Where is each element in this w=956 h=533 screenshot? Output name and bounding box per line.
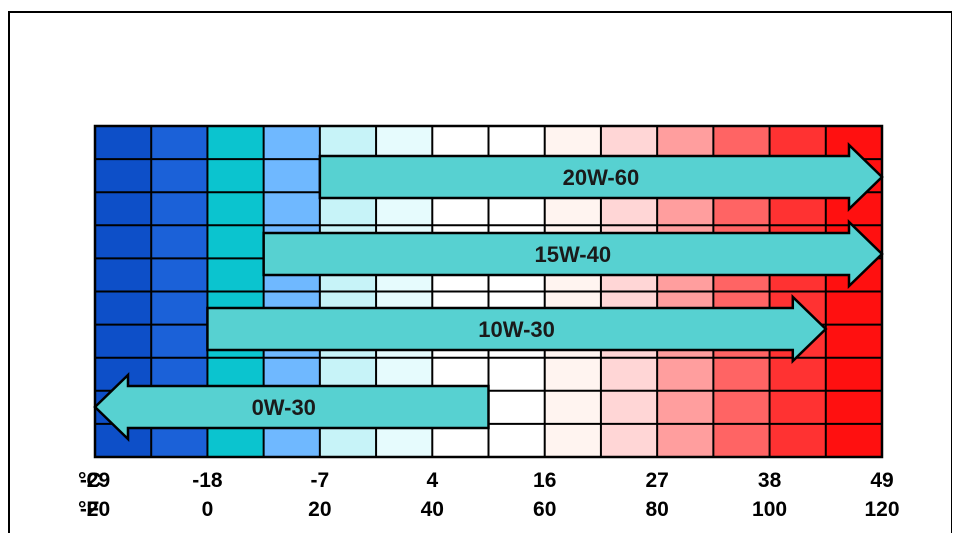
arrow-label: 15W-40 xyxy=(535,242,612,267)
arrow-label: 0W-30 xyxy=(252,395,316,420)
arrow-label: 10W-30 xyxy=(478,317,555,342)
tick-label-celsius: -18 xyxy=(192,469,223,492)
celsius-unit-label: °C xyxy=(78,469,102,492)
chart-frame xyxy=(8,11,952,533)
tick-label-celsius: 49 xyxy=(870,469,893,492)
arrow-10w-30 xyxy=(206,294,828,364)
viscosity-arrows: 20W-60 15W-40 10W-30 0W-30 xyxy=(93,142,884,442)
tick-label-fahrenheit: 20 xyxy=(308,498,331,521)
fahrenheit-unit-label: °F xyxy=(78,498,99,521)
tick-label-celsius: -29 xyxy=(80,469,110,492)
tick-label-celsius: -7 xyxy=(311,469,330,492)
tick-label-celsius: 4 xyxy=(426,469,438,492)
arrow-0w-30 xyxy=(93,372,490,442)
tick-label-fahrenheit: 40 xyxy=(421,498,444,521)
temperature-tick-labels: -29 -20 -18 0 -7 20 4 40 16 60 27 80 38 100 49 120 xyxy=(80,469,900,521)
tick-label-fahrenheit: 120 xyxy=(864,498,899,521)
tick-label-fahrenheit: 100 xyxy=(752,498,787,521)
arrow-20w-60 xyxy=(318,142,884,212)
arrow-label: 20W-60 xyxy=(563,165,640,190)
tick-label-fahrenheit: 0 xyxy=(202,498,214,521)
tick-label-fahrenheit: 80 xyxy=(645,498,668,521)
tick-label-fahrenheit: 60 xyxy=(533,498,556,521)
tick-label-celsius: 38 xyxy=(758,469,782,492)
arrow-15w-40 xyxy=(262,219,884,289)
tick-label-fahrenheit: -20 xyxy=(80,498,110,521)
tick-label-celsius: 27 xyxy=(645,469,668,492)
plot-border xyxy=(93,124,884,459)
tick-label-celsius: 16 xyxy=(533,469,556,492)
